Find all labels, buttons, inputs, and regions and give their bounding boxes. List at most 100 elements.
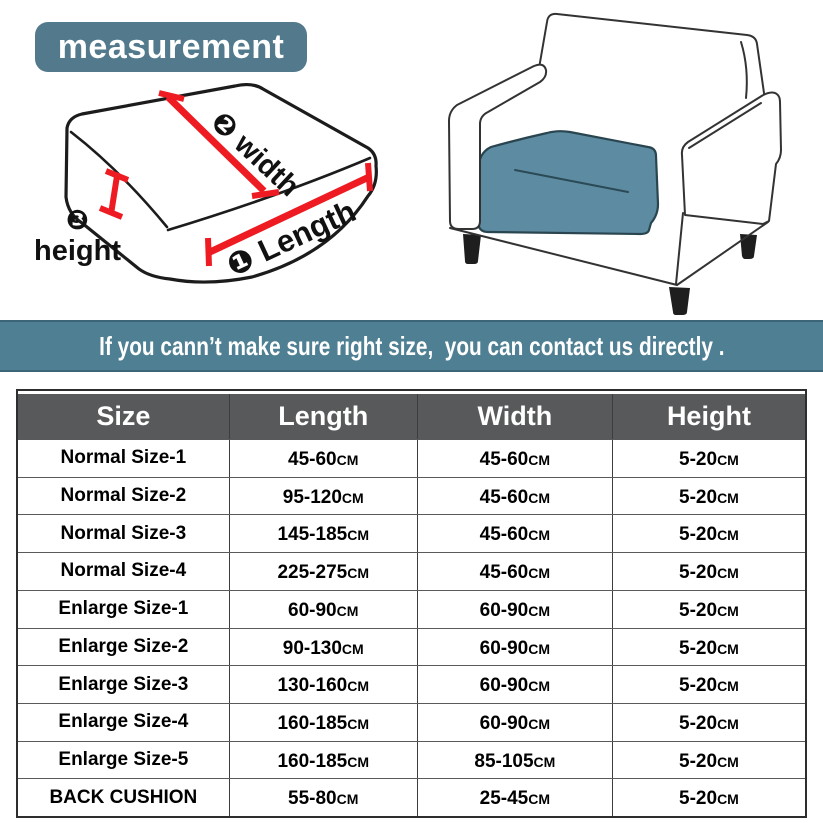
width-value-cell: 45-60 CM bbox=[418, 440, 613, 477]
height-measure-label: height bbox=[34, 235, 121, 267]
armchair-illustration bbox=[448, 12, 782, 315]
unit-label: CM bbox=[528, 565, 551, 582]
seat-cushion-crease bbox=[514, 169, 629, 193]
unit-label: CM bbox=[717, 791, 739, 808]
unit-label: CM bbox=[717, 678, 739, 695]
unit-label: CM bbox=[528, 489, 551, 506]
length-value-cell: 95-120 CM bbox=[230, 477, 418, 515]
unit-label: CM bbox=[528, 791, 551, 808]
column-header-height: Height bbox=[666, 401, 751, 431]
unit-label: CM bbox=[528, 602, 551, 619]
size-name-cell: Normal Size-2 bbox=[18, 477, 230, 515]
length-value-cell: 90-130 CM bbox=[230, 628, 418, 666]
unit-label: CM bbox=[528, 640, 551, 657]
length-value-cell: 45-60 CM bbox=[230, 440, 418, 477]
cushion-outline bbox=[64, 82, 378, 284]
unit-label: CM bbox=[347, 527, 369, 544]
unit-label: CM bbox=[341, 489, 364, 506]
chair-right-arm bbox=[675, 91, 782, 285]
height-value-cell: 5-20 CM bbox=[679, 486, 739, 508]
height-value-cell: 5-20 CM bbox=[679, 599, 739, 621]
unit-label: CM bbox=[347, 678, 369, 695]
size-name-cell: Enlarge Size-5 bbox=[18, 741, 230, 779]
width-value-cell: 25-45 CM bbox=[418, 779, 613, 817]
width-measure-line bbox=[158, 90, 280, 199]
unit-label: CM bbox=[717, 565, 739, 582]
height-value-cell: 5-20 CM bbox=[679, 449, 739, 470]
length-value-cell: 130-160 CM bbox=[230, 666, 418, 703]
unit-label: CM bbox=[717, 753, 739, 770]
size-name-cell: Normal Size-3 bbox=[18, 515, 230, 553]
width-value-cell: 85-105 CM bbox=[418, 741, 613, 779]
unit-label: CM bbox=[528, 527, 551, 544]
size-table-row: Normal Size-4 225-275 CM 45-60 CM 5-20 CM bbox=[18, 552, 805, 590]
unit-label: CM bbox=[717, 715, 739, 732]
size-table-row: Enlarge Size-2 90-130 CM 60-90 CM 5-20 CM bbox=[18, 627, 805, 666]
unit-label: CM bbox=[336, 452, 359, 468]
unit-label: CM bbox=[347, 753, 369, 770]
width-value-cell: 45-60 CM bbox=[418, 553, 613, 590]
size-table-row: Normal Size-1 45-60 CM 45-60 CM 5-20 CM bbox=[18, 439, 805, 477]
chair-leg bbox=[740, 234, 757, 259]
unit-label: CM bbox=[528, 678, 551, 695]
cushion-measurement-diagram: ❷ width ❶ Length ❸ height bbox=[34, 82, 378, 284]
size-table-row: Normal Size-2 95-120 CM 45-60 CM 5-20 CM bbox=[18, 476, 805, 515]
size-name-cell: Normal Size-1 bbox=[18, 440, 230, 477]
length-value-cell: 225-275 CM bbox=[230, 553, 418, 590]
height-value-cell: 5-20 CM bbox=[679, 712, 739, 734]
size-table-row: Enlarge Size-1 60-90 CM 60-90 CM 5-20 CM bbox=[18, 589, 805, 628]
height-value-cell: 5-20 CM bbox=[679, 524, 739, 546]
unit-label: CM bbox=[341, 640, 364, 657]
chair-base-edges bbox=[449, 221, 769, 286]
chair-legs bbox=[463, 234, 757, 315]
width-value-cell: 60-90 CM bbox=[418, 703, 613, 741]
height-value-cell: 5-20 CM bbox=[679, 637, 739, 659]
measurement-title: measurement bbox=[57, 27, 285, 66]
chair-backrest bbox=[537, 12, 766, 151]
unit-label: CM bbox=[528, 715, 551, 732]
height-measure-line bbox=[98, 168, 130, 220]
size-name-cell: BACK CUSHION bbox=[18, 779, 230, 817]
width-value-cell: 45-60 CM bbox=[418, 477, 613, 515]
size-table-row: Normal Size-3 145-185 CM 45-60 CM 5-20 CM bbox=[18, 514, 805, 553]
size-name-cell: Enlarge Size-4 bbox=[18, 703, 230, 741]
width-value-cell: 60-90 CM bbox=[418, 628, 613, 666]
contact-banner-text: If you cann’t make sure right size, you … bbox=[98, 330, 725, 361]
backrest-seam bbox=[740, 41, 748, 99]
unit-label: CM bbox=[336, 791, 359, 808]
size-table-row: Enlarge Size-4 160-185 CM 60-90 CM 5-20 CM bbox=[18, 702, 805, 741]
chair-leg bbox=[463, 234, 481, 264]
height-value-cell: 5-20 CM bbox=[679, 788, 739, 810]
size-table: Size Length Width Height Normal Size-1 45… bbox=[16, 389, 807, 818]
size-table-body: Normal Size-1 45-60 CM 45-60 CM 5-20 CM Normal … bbox=[18, 439, 805, 817]
unit-label: CM bbox=[717, 527, 739, 544]
unit-label: CM bbox=[336, 602, 359, 619]
length-measure-line bbox=[205, 162, 373, 267]
width-value-cell: 45-60 CM bbox=[418, 515, 613, 553]
height-value-cell: 5-20 CM bbox=[679, 675, 739, 697]
length-value-cell: 160-185 CM bbox=[230, 741, 418, 779]
height-value-cell: 5-20 CM bbox=[679, 562, 739, 584]
size-name-cell: Enlarge Size-3 bbox=[18, 666, 230, 703]
unit-label: CM bbox=[717, 640, 739, 657]
size-name-cell: Normal Size-4 bbox=[18, 553, 230, 590]
size-table-row: Enlarge Size-5 160-185 CM 85-105 CM 5-20 CM bbox=[18, 740, 805, 779]
size-name-cell: Enlarge Size-1 bbox=[18, 590, 230, 628]
length-value-cell: 55-80 CM bbox=[230, 779, 418, 817]
unit-label: CM bbox=[347, 565, 369, 582]
chair-left-arm bbox=[448, 63, 548, 230]
unit-label: CM bbox=[347, 715, 369, 732]
contact-banner: If you cann’t make sure right size, you … bbox=[0, 320, 823, 372]
chair-leg bbox=[669, 287, 690, 315]
unit-label: CM bbox=[533, 753, 556, 770]
length-value-cell: 145-185 CM bbox=[230, 515, 418, 553]
size-table-row: BACK CUSHION 55-80 CM 25-45 CM 5-20 CM bbox=[18, 778, 805, 817]
height-measure-number: ❸ bbox=[66, 205, 89, 235]
size-name-cell: Enlarge Size-2 bbox=[18, 628, 230, 666]
length-value-cell: 160-185 CM bbox=[230, 703, 418, 741]
size-table-header: Size Length Width Height bbox=[18, 394, 805, 439]
height-value-cell: 5-20 CM bbox=[679, 750, 739, 772]
width-value-cell: 60-90 CM bbox=[418, 666, 613, 703]
size-table-row: Enlarge Size-3 130-160 CM 60-90 CM 5-20 CM bbox=[18, 665, 805, 703]
